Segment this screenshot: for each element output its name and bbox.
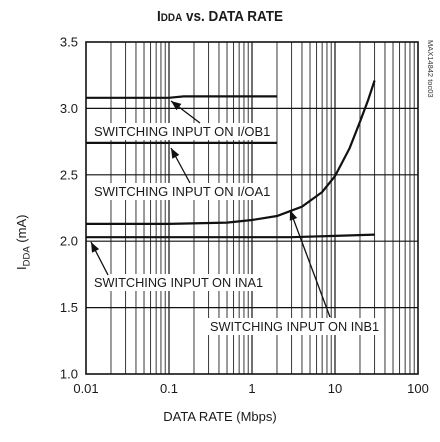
title-subscript: DDA xyxy=(160,12,183,24)
ylabel-rest: (mA) xyxy=(14,214,29,247)
arrow-head xyxy=(171,148,180,159)
chart-title: IDDA vs. DATA RATE xyxy=(22,8,418,25)
arrow-head xyxy=(91,242,100,253)
arrow-head xyxy=(171,101,182,111)
arrow-head xyxy=(289,210,298,221)
title-main: I xyxy=(157,8,161,25)
annotation-background xyxy=(92,183,273,200)
x-tick-label: 0.1 xyxy=(160,381,178,396)
y-tick-label: 1.0 xyxy=(60,367,78,382)
annotation-label: SWITCHING INPUT ON I/OB1 xyxy=(94,124,270,139)
series-line xyxy=(86,95,277,99)
y-tick-label: 3.5 xyxy=(60,35,78,50)
x-tick-label: 100 xyxy=(407,381,429,396)
x-tick-label: 0.01 xyxy=(73,381,98,396)
y-tick-label: 1.5 xyxy=(60,300,78,315)
series-line xyxy=(86,233,375,239)
x-tick-label: 1 xyxy=(248,381,255,396)
annotation-label: SWITCHING INPUT ON I/OA1 xyxy=(94,184,270,199)
ylabel-subscript: DDA xyxy=(21,246,33,267)
x-axis-label: DATA RATE (Mbps) xyxy=(163,409,277,424)
figure-id: MAX14842 toc03 xyxy=(426,40,435,98)
plot-frame xyxy=(85,41,419,375)
y-tick-label: 3.0 xyxy=(60,101,78,116)
series-line xyxy=(86,80,376,225)
annotation-background xyxy=(92,274,266,291)
annotation-background xyxy=(92,123,273,140)
annotation-background xyxy=(208,318,382,335)
leader-line xyxy=(289,209,331,318)
annotation-label: SWITCHING INPUT ON INA1 xyxy=(94,275,263,290)
title-rest: vs. DATA RATE xyxy=(182,8,283,25)
y-axis-label: IDDA (mA) xyxy=(14,215,33,270)
y-tick-label: 2.0 xyxy=(60,234,78,249)
x-tick-label: 10 xyxy=(328,381,342,396)
ylabel-main: I xyxy=(14,266,29,270)
annotation-label: SWITCHING INPUT ON INB1 xyxy=(210,319,379,334)
y-tick-label: 2.5 xyxy=(60,167,78,182)
